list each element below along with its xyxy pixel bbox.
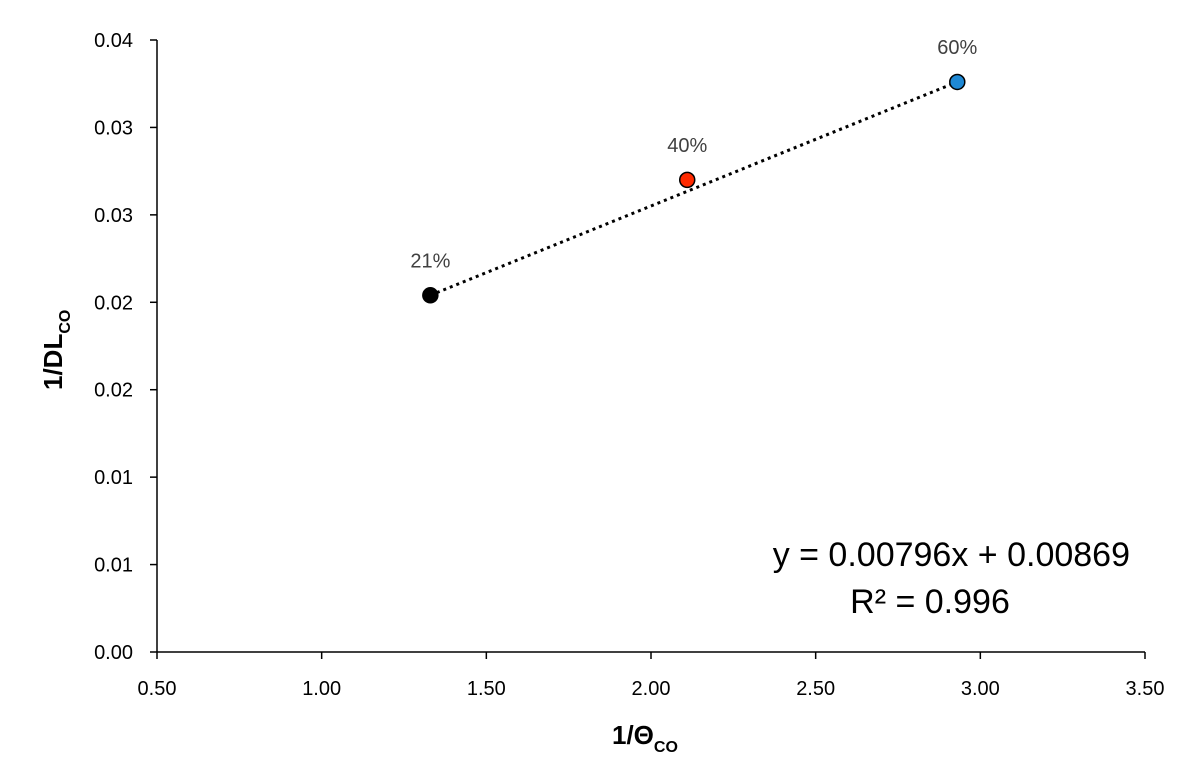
trendline [429,80,958,297]
x-tick-label: 0.50 [138,678,177,700]
x-tick-label: 3.00 [961,678,1000,700]
x-tick-label: 1.50 [467,678,506,700]
x-tick-label: 2.00 [632,678,671,700]
x-axis-title: 1/ΘCO [612,720,678,756]
y-tick-label: 0.02 [94,292,133,314]
r-squared-value: R² = 0.996 [850,583,1010,621]
trendline-equation: y = 0.00796x + 0.00869 [773,536,1130,574]
x-axis-title-sub: CO [654,739,678,756]
data-point [678,171,696,189]
data-point-label: 21% [410,250,450,272]
x-tick-label: 3.50 [1126,678,1165,700]
y-tick-label: 0.02 [94,380,133,402]
data-point [949,73,966,91]
x-ticks: 0.50 1.00 1.50 2.00 2.50 3.00 3.50 [138,652,1165,700]
x-axis-title-main: 1/Θ [612,720,654,750]
y-tick-label: 0.03 [94,117,133,139]
x-tick-label: 2.50 [796,678,835,700]
y-axis-title-sub: CO [57,310,74,334]
y-axis-title: 1/DLCO [38,310,74,390]
points-group: 21% 40% 60% [410,37,978,304]
y-axis-title-main: 1/DL [38,334,68,390]
data-point-label: 40% [667,135,707,157]
data-point [422,287,439,304]
y-tick-label: 0.03 [94,205,133,227]
x-tick-label: 1.00 [302,678,341,700]
trendline-group [429,80,958,297]
y-tick-label: 0.00 [94,642,133,664]
y-tick-label: 0.01 [94,467,133,489]
y-tick-label: 0.01 [94,555,133,577]
y-tick-label: 0.04 [94,30,133,52]
y-ticks: 0.00 0.01 0.01 0.02 0.02 0.03 0.03 0.04 [94,30,157,664]
data-point-label: 60% [937,37,977,59]
